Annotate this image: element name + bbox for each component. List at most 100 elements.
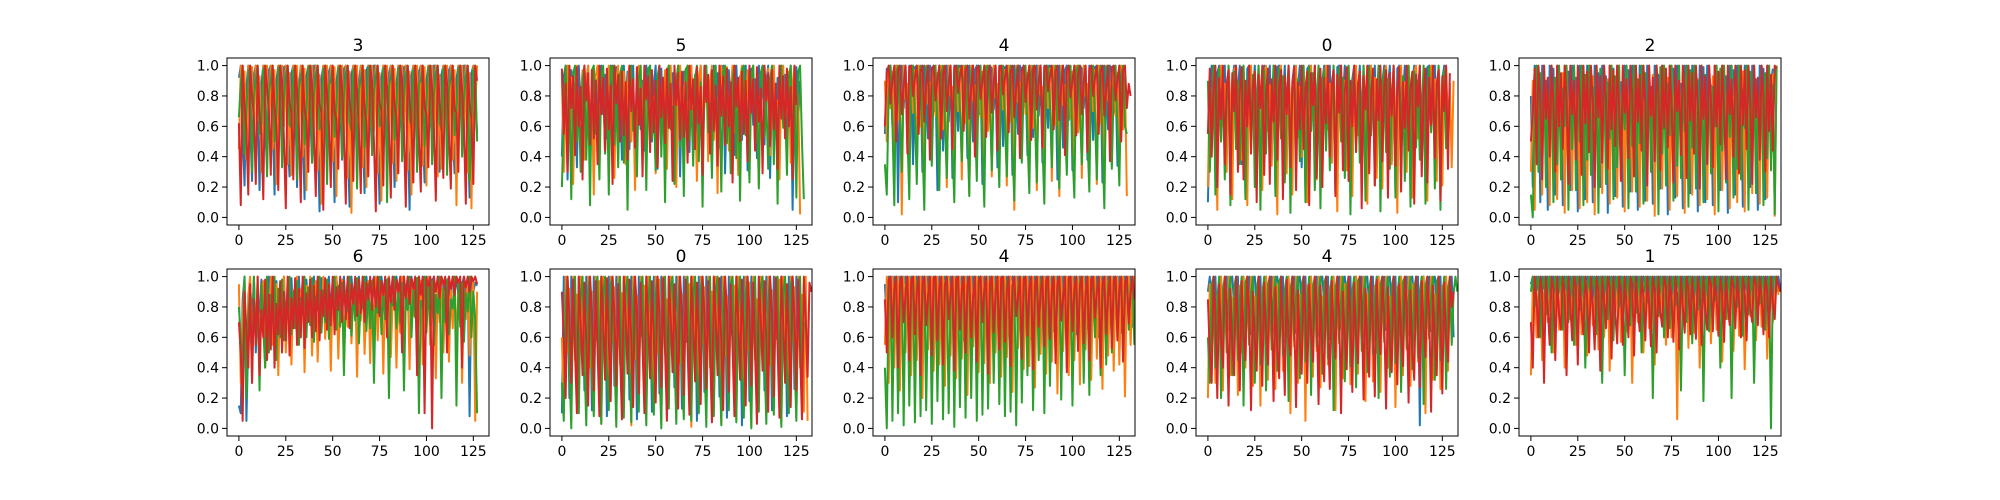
series-group bbox=[1529, 275, 1781, 430]
y-tick-label: 0.6 bbox=[1489, 330, 1511, 346]
y-tick-label: 0.0 bbox=[1489, 421, 1511, 437]
axes-frame bbox=[1518, 57, 1782, 226]
x-tick-label: 100 bbox=[413, 233, 440, 249]
axes-frame bbox=[549, 57, 813, 226]
subplot-4: 0 25 50 75 100 125 0.0 0.2 0.4 0.6 0.8 1.0 0 bbox=[1166, 36, 1459, 249]
x-tick-label: 25 bbox=[600, 233, 618, 249]
x-tick-label: 75 bbox=[1663, 444, 1681, 460]
x-tick-label: 50 bbox=[1616, 444, 1634, 460]
subplot-title: 6 bbox=[353, 247, 364, 267]
subplot-7: 0 25 50 75 100 125 0.0 0.2 0.4 0.6 0.8 1.0 0 bbox=[520, 247, 813, 460]
x-tick-label: 125 bbox=[1106, 444, 1133, 460]
subplot-title: 0 bbox=[676, 247, 687, 267]
y-tick-label: 0.6 bbox=[520, 119, 542, 135]
y-tick-label: 0.4 bbox=[1489, 361, 1511, 377]
x-tick-label: 125 bbox=[1429, 444, 1456, 460]
y-tick-label: 0.0 bbox=[1489, 210, 1511, 226]
y-tick-label: 0.8 bbox=[843, 89, 865, 105]
series-line-4 bbox=[560, 64, 798, 186]
y-tick-label: 1.0 bbox=[197, 59, 219, 75]
x-tick-label: 100 bbox=[1059, 233, 1086, 249]
x-tick-label: 0 bbox=[234, 233, 243, 249]
x-tick-label: 50 bbox=[647, 233, 665, 249]
y-tick-label: 0.2 bbox=[520, 180, 542, 196]
x-tick-label: 75 bbox=[1340, 444, 1358, 460]
y-tick-label: 0.2 bbox=[1489, 391, 1511, 407]
subplot-10: 0 25 50 75 100 125 0.0 0.2 0.4 0.6 0.8 1.0 1 bbox=[1489, 247, 1782, 460]
y-tick-label: 0.6 bbox=[843, 330, 865, 346]
subplot-3: 0 25 50 75 100 125 0.0 0.2 0.4 0.6 0.8 1.0 4 bbox=[843, 36, 1136, 249]
x-tick-label: 75 bbox=[1340, 233, 1358, 249]
subplot-title: 0 bbox=[1322, 36, 1333, 56]
axes-frame bbox=[549, 268, 813, 437]
y-tick-label: 1.0 bbox=[843, 59, 865, 75]
x-tick-label: 50 bbox=[1293, 233, 1311, 249]
axes-frame bbox=[872, 57, 1136, 226]
y-tick-label: 0.0 bbox=[520, 210, 542, 226]
series-line-3 bbox=[1529, 275, 1778, 430]
x-tick-label: 100 bbox=[1382, 444, 1409, 460]
x-tick-label: 125 bbox=[783, 233, 810, 249]
x-tick-label: 0 bbox=[1203, 233, 1212, 249]
y-tick-label: 0.4 bbox=[520, 361, 542, 377]
series-group bbox=[560, 275, 812, 430]
y-tick-label: 0.0 bbox=[1166, 210, 1188, 226]
y-tick-label: 0.4 bbox=[843, 361, 865, 377]
y-tick-label: 1.0 bbox=[843, 270, 865, 286]
x-tick-label: 50 bbox=[324, 233, 342, 249]
y-tick-label: 1.0 bbox=[197, 270, 219, 286]
x-tick-label: 25 bbox=[277, 444, 295, 460]
y-tick-label: 0.8 bbox=[1489, 300, 1511, 316]
x-tick-label: 0 bbox=[1526, 444, 1535, 460]
y-tick-label: 0.2 bbox=[197, 180, 219, 196]
subplot-6: 0 25 50 75 100 125 0.0 0.2 0.4 0.6 0.8 1.0 6 bbox=[197, 247, 490, 460]
y-tick-label: 0.2 bbox=[843, 180, 865, 196]
y-tick-label: 0.4 bbox=[1166, 150, 1188, 166]
y-tick-label: 1.0 bbox=[1166, 59, 1188, 75]
x-tick-label: 125 bbox=[1429, 233, 1456, 249]
x-tick-label: 75 bbox=[694, 233, 712, 249]
subplot-8: 0 25 50 75 100 125 0.0 0.2 0.4 0.6 0.8 1.0 4 bbox=[843, 247, 1136, 460]
y-tick-label: 0.2 bbox=[1166, 180, 1188, 196]
x-tick-label: 0 bbox=[1526, 233, 1535, 249]
y-tick-label: 0.2 bbox=[520, 391, 542, 407]
x-tick-label: 25 bbox=[1246, 233, 1264, 249]
subplot-title: 3 bbox=[353, 36, 364, 56]
y-tick-label: 0.4 bbox=[197, 361, 219, 377]
axes-frame bbox=[1518, 268, 1782, 437]
x-tick-label: 125 bbox=[1752, 233, 1779, 249]
x-tick-label: 50 bbox=[970, 233, 988, 249]
x-tick-label: 125 bbox=[460, 444, 487, 460]
x-tick-label: 50 bbox=[1293, 444, 1311, 460]
series-line-4 bbox=[1206, 64, 1451, 210]
x-tick-label: 50 bbox=[647, 444, 665, 460]
x-tick-label: 50 bbox=[970, 444, 988, 460]
subplot-title: 4 bbox=[999, 36, 1010, 56]
x-tick-label: 75 bbox=[1017, 444, 1035, 460]
y-tick-label: 0.6 bbox=[843, 119, 865, 135]
y-tick-label: 0.8 bbox=[1489, 89, 1511, 105]
y-tick-label: 1.0 bbox=[520, 270, 542, 286]
y-tick-label: 0.4 bbox=[843, 150, 865, 166]
subplot-title: 4 bbox=[1322, 247, 1333, 267]
y-tick-label: 0.4 bbox=[520, 150, 542, 166]
series-line-4 bbox=[560, 275, 812, 425]
axes-frame bbox=[226, 57, 490, 226]
y-tick-label: 0.4 bbox=[1166, 361, 1188, 377]
axes-frame bbox=[1195, 268, 1459, 437]
axes-frame bbox=[872, 268, 1136, 437]
y-tick-label: 0.0 bbox=[1166, 421, 1188, 437]
y-tick-label: 1.0 bbox=[1166, 270, 1188, 286]
x-tick-label: 75 bbox=[1663, 233, 1681, 249]
x-tick-label: 0 bbox=[1203, 444, 1212, 460]
x-tick-label: 25 bbox=[1569, 233, 1587, 249]
x-tick-label: 75 bbox=[371, 444, 389, 460]
x-tick-label: 25 bbox=[1246, 444, 1264, 460]
series-group bbox=[237, 275, 479, 430]
y-tick-label: 0.8 bbox=[1166, 300, 1188, 316]
panels-layer: 0 25 50 75 100 125 0.0 0.2 0.4 0.6 0.8 1.0 3 0 25 50 75 1… bbox=[197, 36, 1782, 460]
y-tick-label: 0.2 bbox=[197, 391, 219, 407]
x-tick-label: 75 bbox=[1017, 233, 1035, 249]
y-tick-label: 0.0 bbox=[843, 421, 865, 437]
